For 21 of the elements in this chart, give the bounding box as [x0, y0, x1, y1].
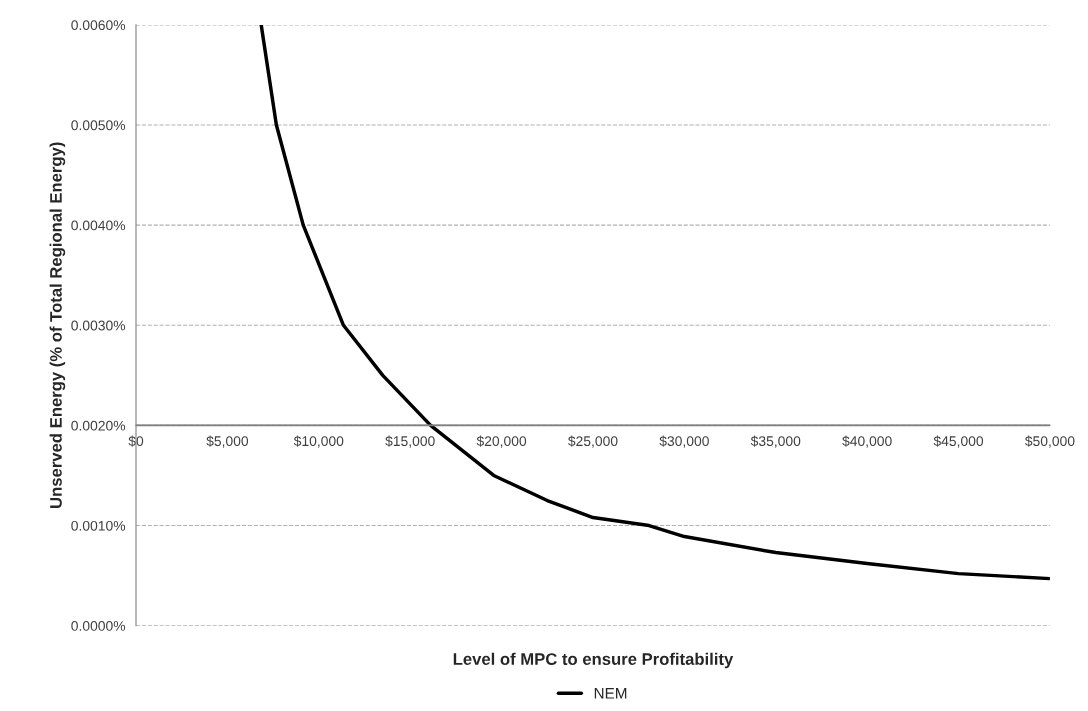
legend-label: NEM: [594, 688, 627, 699]
x-tick-label: $25,000: [568, 435, 618, 448]
x-tick-label: $5,000: [206, 435, 249, 448]
y-axis-title: Unserved Energy (% of Total Regional Energy): [49, 142, 66, 508]
x-tick-label: $10,000: [293, 435, 344, 448]
x-tick-label: $50,000: [1024, 435, 1075, 448]
y-tick-label: 0.0040%: [71, 220, 126, 231]
y-tick-label: 0.0050%: [71, 120, 126, 131]
y-tick-label: 0.0030%: [71, 320, 126, 331]
x-tick-label: $20,000: [476, 435, 527, 448]
x-tick-label: $40,000: [842, 435, 892, 448]
y-tick-label: 0.0060%: [71, 20, 126, 31]
x-tick-label: $45,000: [933, 435, 984, 448]
x-tick-label: $35,000: [750, 435, 801, 448]
y-tick-label: 0.0010%: [71, 520, 126, 531]
x-tick-label: $30,000: [659, 435, 709, 448]
x-tick-label: $15,000: [385, 435, 435, 448]
x-tick-label: $0: [128, 435, 144, 447]
y-tick-label: 0.0020%: [71, 420, 126, 431]
x-axis-title: Level of MPC to ensure Profitability: [453, 652, 734, 669]
y-tick-label: 0.0000%: [71, 621, 126, 631]
